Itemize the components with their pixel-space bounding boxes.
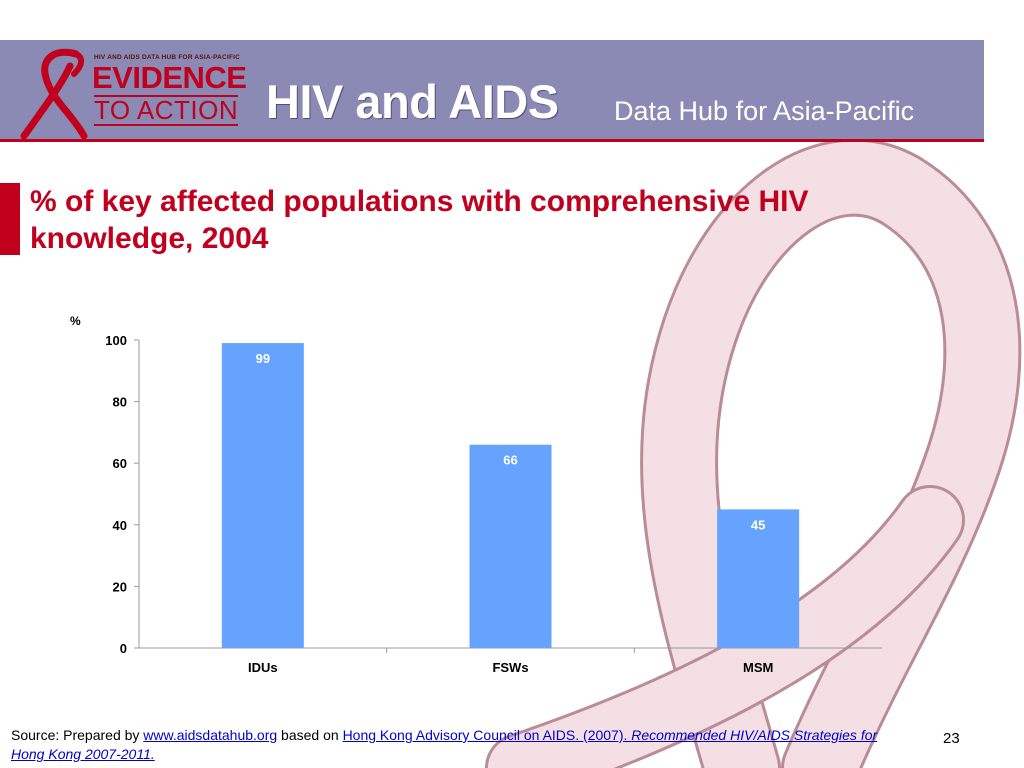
red-ribbon-icon [20, 48, 88, 140]
x-tick-label: MSM [743, 660, 773, 675]
source-prefix: Source: Prepared by [11, 727, 144, 743]
y-tick-label: 60 [113, 456, 127, 471]
source-link-hk-council[interactable]: Hong Kong Advisory Council on AIDS. (200… [11, 727, 877, 762]
bar-fsws [469, 444, 552, 648]
y-axis-label: % [70, 314, 81, 328]
slide-title: % of key affected populations with compr… [30, 185, 809, 255]
source-link-italic: Recommended HIV/AIDS Strategies for Hong… [11, 727, 878, 762]
source-middle: based on [277, 727, 343, 743]
logo-underline [94, 124, 238, 126]
y-tick-label: 40 [113, 518, 127, 533]
data-label: 66 [503, 453, 517, 468]
logo-line2: TO ACTION [94, 95, 239, 125]
logo-divider [94, 95, 238, 97]
y-tick-label: 0 [120, 641, 127, 656]
source-note: Source: Prepared by www.aidsdatahub.org … [11, 726, 901, 764]
header-title: HIV and AIDS [266, 75, 559, 128]
evidence-to-action-logo[interactable]: HIV AND AIDS DATA HUB FOR ASIA-PACIFIC E… [18, 44, 248, 140]
bar-idus [221, 343, 304, 648]
logo-tagline: HIV AND AIDS DATA HUB FOR ASIA-PACIFIC [94, 54, 241, 61]
page-number: 23 [943, 730, 960, 747]
data-label: 99 [256, 351, 270, 366]
header-band: HIV AND AIDS DATA HUB FOR ASIA-PACIFIC E… [0, 40, 984, 142]
data-label: 45 [751, 517, 765, 532]
y-tick-label: 20 [113, 579, 127, 594]
y-tick-label: 80 [113, 395, 127, 410]
x-tick-label: FSWs [492, 660, 528, 675]
source-link-aidsdatahub[interactable]: www.aidsdatahub.org [143, 727, 278, 743]
source-link-text: Hong Kong Advisory Council on AIDS. (200… [342, 727, 632, 743]
logo-line1: EVIDENCE [92, 60, 247, 95]
bar-chart: % 0 20 40 60 80 100 99 IDUs 66 FSWs 45 MSM [70, 314, 882, 675]
header-subtitle: Data Hub for Asia-Pacific [614, 96, 915, 126]
y-tick-label: 100 [105, 333, 127, 348]
title-marker [0, 183, 20, 255]
bar-msm [717, 509, 800, 648]
x-tick-label: IDUs [248, 660, 278, 675]
